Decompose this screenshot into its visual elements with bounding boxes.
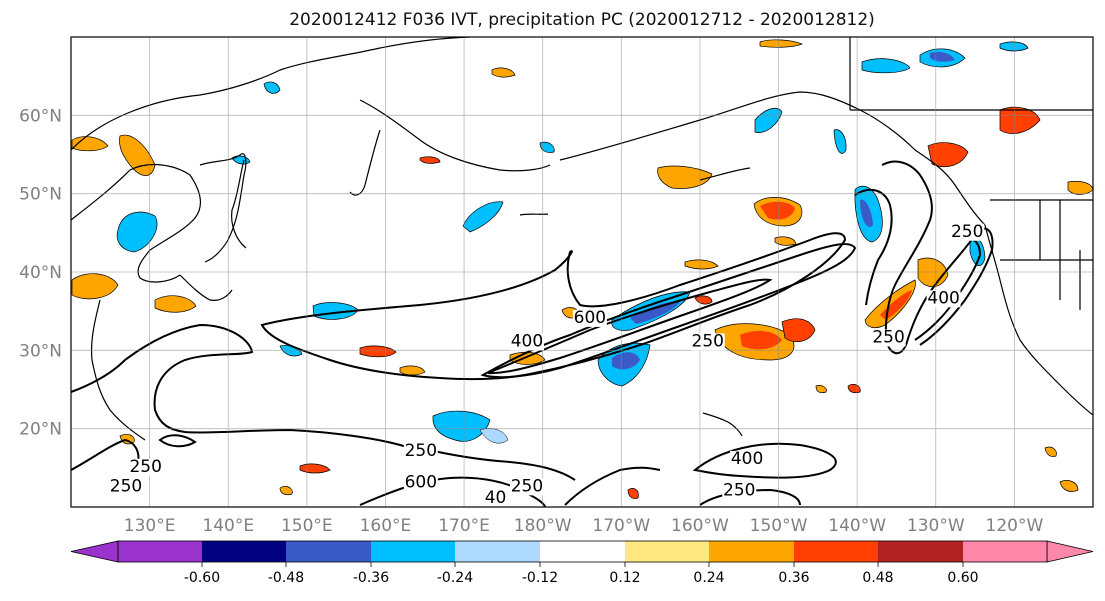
- coastlines: [71, 37, 1093, 441]
- lon-tick-label: 180°W: [514, 516, 572, 536]
- contour-label-bg: [690, 333, 725, 351]
- colorbar-segment: [202, 541, 286, 562]
- lon-tick-label: 160°W: [671, 516, 729, 536]
- contour-label-bg: [572, 309, 607, 327]
- contour-label-bg: [403, 443, 438, 461]
- colorbar-segment: [371, 541, 455, 562]
- contour-label-bg: [128, 458, 163, 476]
- contour-label: 600: [574, 308, 606, 328]
- colorbar: -0.60 -0.48 -0.36 -0.24 -0.12 0.12 0.24 0.36 0.4…: [70, 540, 1094, 586]
- contour-label: 250: [511, 476, 543, 496]
- colorbar-tick-label: -0.36: [353, 570, 389, 586]
- contour-label: 400: [511, 331, 543, 351]
- lon-tick-label: 160°E: [360, 516, 412, 536]
- contour-label: 600: [405, 472, 437, 492]
- lon-tick-label: 130°E: [124, 516, 176, 536]
- contour-label-bg: [871, 329, 906, 347]
- colorbar-tick-label: 0.48: [862, 570, 893, 586]
- colorbar-tick-label: 0.24: [693, 570, 724, 586]
- contour-label: 250: [872, 328, 904, 348]
- contour-label-bg: [509, 478, 544, 496]
- colorbar-extend-high: [1046, 540, 1094, 563]
- contour-label-bg: [730, 450, 765, 468]
- lat-tick-label: 20°N: [19, 420, 62, 440]
- lon-tick-label: 140°E: [202, 516, 254, 536]
- contour-label-bg: [722, 482, 757, 500]
- latitude-tick-labels: 20°N 30°N 40°N 50°N 60°N: [19, 106, 62, 439]
- contour-label-bg: [403, 474, 438, 492]
- colorbar-tick-label: -0.24: [437, 570, 473, 586]
- longitude-tick-labels: 130°E 140°E 150°E 160°E 170°E 180°W 170°W 160°W…: [124, 516, 1044, 536]
- lon-tick-label: 140°W: [828, 516, 886, 536]
- colorbar-segment: [794, 541, 878, 562]
- contour-label: 400: [927, 288, 959, 308]
- map-frame: [70, 36, 1094, 508]
- lon-tick-label: 120°W: [986, 516, 1044, 536]
- contour-labels: 2502502506004025040060025040025025040025…: [109, 222, 985, 508]
- lat-tick-label: 40°N: [19, 263, 62, 283]
- colorbar-tick-label: -0.60: [184, 570, 220, 586]
- contour-label: 250: [692, 331, 724, 351]
- colorbar-segment: [709, 541, 794, 562]
- lon-tick-label: 170°E: [438, 516, 490, 536]
- lon-tick-label: 130°W: [907, 516, 965, 536]
- colorbar-tick-label: 0.12: [609, 570, 640, 586]
- plot-area: 2502502506004025040060025040025025040025…: [71, 37, 1093, 508]
- colorbar-extend-low: [70, 540, 119, 563]
- colorbar-tick-label: 0.60: [947, 570, 978, 586]
- contour-label-bg: [478, 490, 513, 507]
- colorbar-tick-label: -0.48: [268, 570, 304, 586]
- contour-label-bg: [950, 223, 985, 241]
- colorbar-tick-label: 0.36: [778, 570, 809, 586]
- colorbar-segment: [625, 541, 709, 562]
- contour-label: 250: [951, 222, 983, 242]
- ivt-contours: [71, 160, 994, 507]
- lon-tick-label: 150°E: [281, 516, 333, 536]
- contour-label: 400: [731, 449, 763, 469]
- map-title: 2020012412 F036 IVT, precipitation PC (2…: [289, 10, 875, 30]
- contour-label: 40: [485, 488, 507, 508]
- contour-label-bg: [109, 478, 144, 496]
- lat-tick-label: 50°N: [19, 185, 62, 205]
- colorbar-segment: [118, 541, 202, 562]
- colorbar-segment: [963, 541, 1047, 562]
- colorbar-tick-label: -0.12: [522, 570, 558, 586]
- lat-tick-label: 60°N: [19, 106, 62, 126]
- colorbar-segment: [286, 541, 371, 562]
- contour-label: 250: [110, 476, 142, 496]
- colorbar-segment: [540, 541, 625, 562]
- lon-tick-label: 170°W: [592, 516, 650, 536]
- contour-label-bg: [509, 333, 544, 351]
- colorbar-frame: [117, 540, 1048, 563]
- lon-tick-label: 150°W: [750, 516, 808, 536]
- contour-label: 250: [723, 480, 755, 500]
- colorbar-segment: [455, 541, 540, 562]
- colorbar-segment: [878, 541, 963, 562]
- map-grid: [71, 37, 1093, 507]
- contour-label-bg: [926, 290, 961, 308]
- contour-label: 250: [129, 457, 161, 477]
- contour-label: 250: [405, 441, 437, 461]
- lat-tick-label: 30°N: [19, 341, 62, 361]
